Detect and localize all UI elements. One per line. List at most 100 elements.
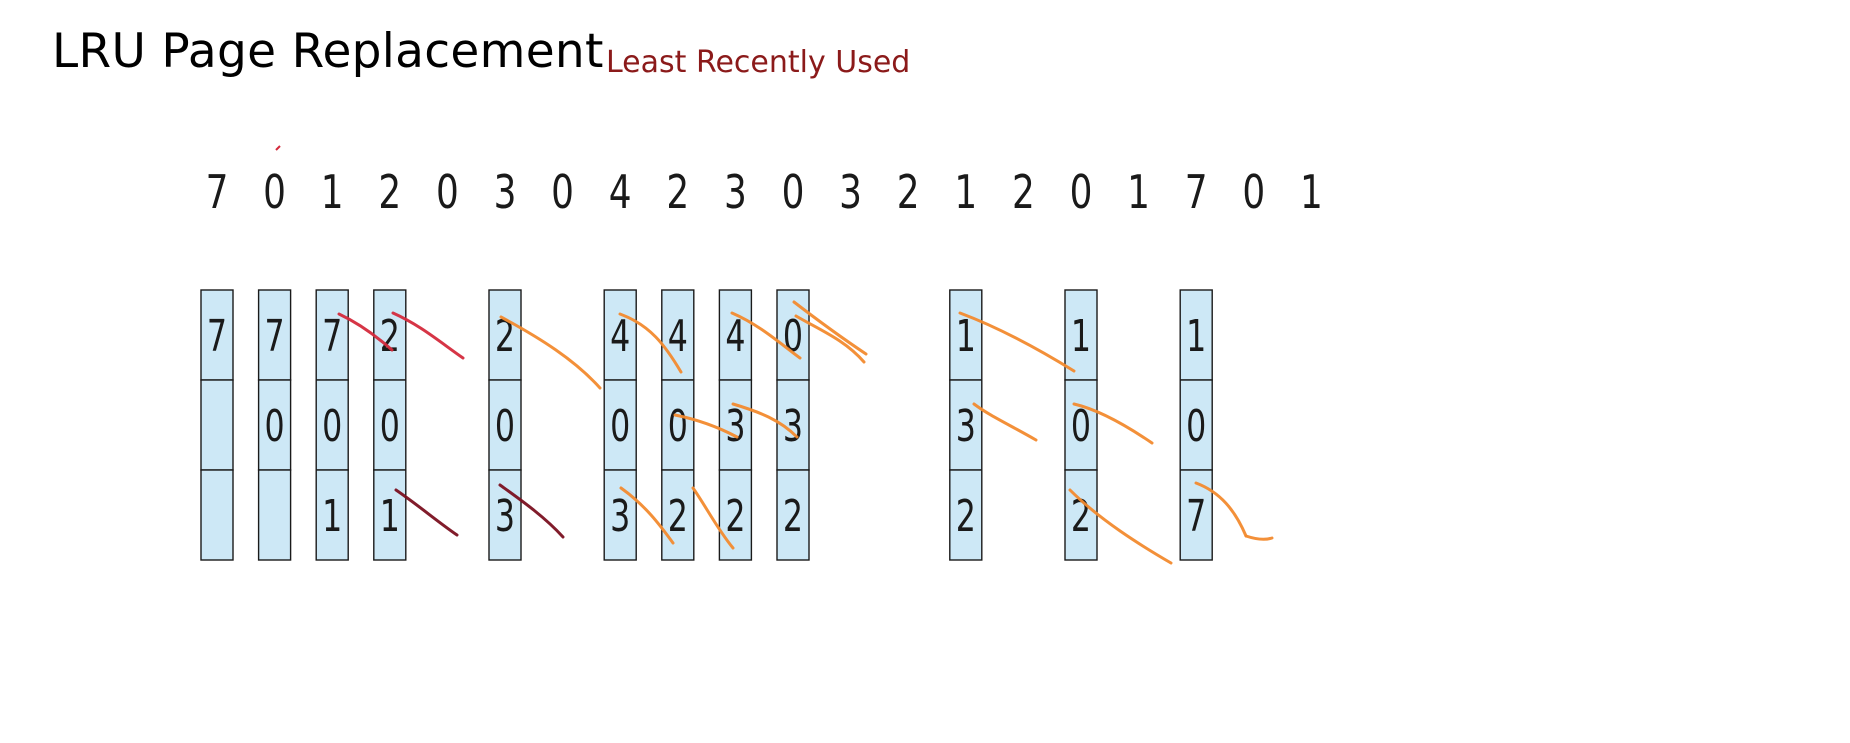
frame-value: 3 (956, 401, 976, 453)
frame-value: 2 (725, 491, 745, 543)
frame-cell (1179, 379, 1213, 471)
reference-number: 2 (378, 166, 401, 220)
frame-value: 7 (322, 311, 342, 363)
annotation-stroke (499, 315, 602, 390)
frame-value: 0 (322, 401, 342, 453)
frame-column: 7 0 1 (315, 289, 349, 561)
frame-cell (718, 289, 753, 381)
frame-cell (488, 289, 522, 381)
reference-number: 3 (839, 166, 862, 220)
frame-column: 4 3 2 (718, 289, 753, 561)
annotation-stroke (958, 311, 1076, 373)
reference-number: 1 (1127, 166, 1150, 220)
annotation-stroke (1244, 534, 1274, 541)
frame-cell (1064, 469, 1098, 561)
reference-number: 7 (1185, 166, 1208, 220)
frame-column: 4 0 2 (661, 289, 695, 561)
reference-number: 0 (551, 166, 574, 220)
annotation-stroke (391, 311, 465, 360)
reference-number: 3 (724, 166, 747, 220)
frame-column: 2 0 1 (373, 289, 407, 561)
frame-value: 2 (783, 491, 803, 543)
frame-value: 7 (207, 311, 227, 363)
annotation-stroke (618, 312, 683, 374)
frame-value: 1 (380, 491, 400, 543)
frame-column: 70 (257, 289, 292, 561)
reference-number: 0 (1242, 166, 1265, 220)
frame-cell (776, 289, 810, 381)
frame-value: 3 (783, 401, 803, 453)
annotation-stroke (1072, 402, 1154, 445)
annotation-stroke (1194, 481, 1248, 538)
frame-column: 2 0 3 (488, 289, 522, 561)
frame-column: 1 0 7 (1179, 289, 1213, 561)
frame-value: 0 (668, 401, 688, 453)
frame-cell (949, 289, 983, 381)
frame-value: 1 (322, 491, 342, 543)
annotation-stroke (794, 314, 866, 364)
frame-value: 0 (380, 401, 400, 453)
reference-number: 0 (436, 166, 459, 220)
annotation-stroke (337, 312, 394, 352)
annotation-stroke (792, 300, 868, 356)
reference-number: 2 (666, 166, 689, 220)
frame-cell (315, 379, 349, 471)
frame-value: 2 (380, 311, 400, 363)
frame-column: 4 0 3 (603, 289, 637, 561)
annotation-stroke (730, 311, 802, 360)
page-subtitle: Least Recently Used (606, 45, 911, 80)
frame-cell (718, 469, 753, 561)
frame-value: 0 (610, 401, 630, 453)
annotation-stroke (673, 413, 739, 439)
reference-number: 3 (494, 166, 517, 220)
page-title: LRU Page Replacement (52, 24, 604, 79)
frame-value: 1 (1071, 311, 1091, 363)
frame-cell (373, 379, 407, 471)
frame-cell (661, 469, 695, 561)
frame-value: 0 (1186, 401, 1206, 453)
frame-column: 1 3 2 (949, 289, 983, 561)
frame-cell (200, 379, 234, 471)
frame-value: 3 (725, 401, 745, 453)
annotation-stroke (972, 402, 1038, 442)
frame-cell (1179, 289, 1213, 381)
frame-cell (315, 289, 349, 381)
reference-number: 7 (206, 166, 229, 220)
reference-number: 0 (782, 166, 805, 220)
annotation-stroke (275, 145, 281, 151)
frame-value: 3 (495, 491, 515, 543)
frame-value: 1 (956, 311, 976, 363)
reference-number: 4 (609, 166, 632, 220)
reference-number: 0 (1070, 166, 1093, 220)
reference-number: 1 (321, 166, 344, 220)
frame-value: 4 (725, 311, 745, 363)
frame-cell (776, 469, 810, 561)
frame-cell (488, 379, 522, 471)
frame-value: 0 (265, 401, 285, 453)
frame-cell (200, 469, 234, 561)
frame-cell (373, 469, 407, 561)
frame-value: 7 (1186, 491, 1206, 543)
frame-cell (1064, 289, 1098, 381)
frame-value: 0 (495, 401, 515, 453)
reference-number: 2 (897, 166, 920, 220)
frame-value: 1 (1186, 311, 1206, 363)
frame-cell (257, 379, 292, 471)
reference-number: 1 (1300, 166, 1323, 220)
frame-cell (1179, 469, 1213, 561)
frame-column: 7 (200, 289, 234, 561)
frame-value: 0 (1071, 401, 1091, 453)
frame-cell (603, 289, 637, 381)
frame-value: 2 (956, 491, 976, 543)
frame-cell (315, 469, 349, 561)
frame-value: 3 (610, 491, 630, 543)
reference-number: 1 (954, 166, 977, 220)
annotation-stroke (731, 402, 799, 439)
frame-column: 102 (1064, 289, 1098, 561)
annotation-stroke (394, 488, 459, 537)
frame-cell (488, 469, 522, 561)
reference-number: 2 (1012, 166, 1035, 220)
reference-number: 0 (263, 166, 286, 220)
